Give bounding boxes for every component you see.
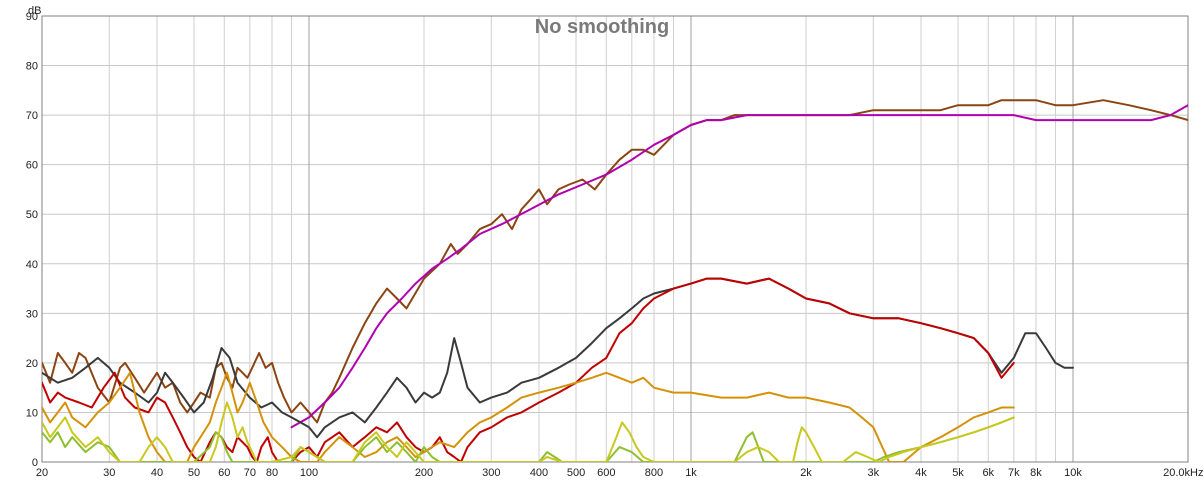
x-tick-label: 6k: [982, 467, 994, 479]
x-tick-label: 3k: [867, 467, 879, 479]
series-line-1: [42, 99, 1188, 424]
y-tick-label: 50: [26, 209, 38, 221]
x-tick-label: 200: [415, 467, 433, 479]
y-axis-ticks: 0 10 20 30 40 50 60 70 80 90: [26, 11, 38, 469]
x-tick-label: 10k: [1064, 467, 1082, 479]
plot-frame: [41, 15, 1189, 463]
y-tick-label: 70: [26, 110, 38, 122]
y-tick-label: 10: [26, 407, 38, 419]
y-tick-label: 20: [26, 358, 38, 370]
y-tick-label: 90: [26, 11, 38, 23]
x-tick-label: 80: [266, 467, 278, 479]
plot-background: [42, 16, 1188, 462]
x-tick-label: 30: [103, 467, 115, 479]
x-tick-label: 8k: [1030, 467, 1042, 479]
x-tick-label: 5k: [952, 467, 964, 479]
x-axis-unit: Hz: [1190, 467, 1203, 479]
series-line-5: [42, 371, 1015, 462]
x-tick-label: 100: [300, 467, 318, 479]
y-tick-label: 40: [26, 259, 38, 271]
y-tick-label: 0: [32, 457, 38, 469]
series-line-6: [42, 416, 1015, 462]
x-tick-label: 40: [151, 467, 163, 479]
x-tick-label: 20: [36, 467, 48, 479]
x-tick-label: 4k: [915, 467, 927, 479]
x-tick-label: 400: [530, 467, 548, 479]
x-tick-label: 7k: [1008, 467, 1020, 479]
series-line-7: [42, 401, 1015, 462]
x-tick-label: 500: [567, 467, 585, 479]
series-line-2: [290, 104, 1188, 429]
x-tick-label: 60: [218, 467, 230, 479]
x-tick-label: 2k: [800, 467, 812, 479]
x-axis-ticks: 20 30 40 50 60 70 80 100 200 300 400 500 600 800 1k 2k 3…: [36, 467, 1191, 479]
chart-title: No smoothing: [535, 16, 669, 38]
y-tick-label: 30: [26, 308, 38, 320]
series-layer: [42, 99, 1188, 462]
y-tick-label: 80: [26, 61, 38, 73]
x-tick-label: 300: [482, 467, 500, 479]
y-axis-unit: dB: [28, 5, 41, 17]
x-tick-label: 20.0k: [1163, 467, 1190, 479]
y-tick-label: 60: [26, 160, 38, 172]
series-line-4: [42, 277, 1015, 462]
x-tick-label: 800: [645, 467, 663, 479]
x-tick-label: 70: [244, 467, 256, 479]
x-tick-label: 600: [597, 467, 615, 479]
x-tick-label: 1k: [685, 467, 697, 479]
x-tick-label: 50: [188, 467, 200, 479]
